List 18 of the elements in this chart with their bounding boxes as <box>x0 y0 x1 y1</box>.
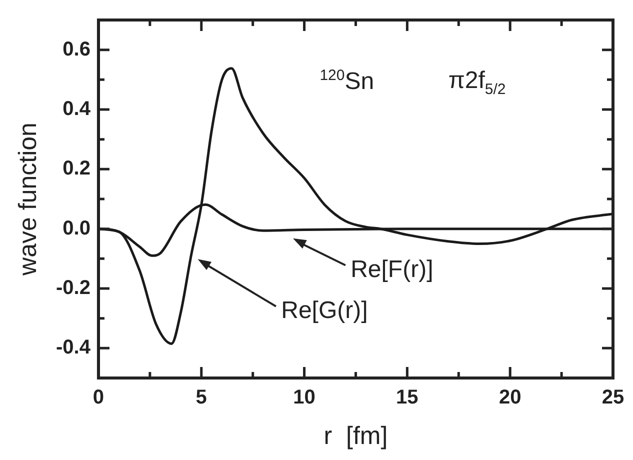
x-tick-label: 10 <box>293 386 316 409</box>
y-tick-label: 0.2 <box>62 158 90 180</box>
annotation: π2f$_{5/2}$ <box>448 66 506 98</box>
x-tick-label: 15 <box>396 386 418 409</box>
annotation: Re[F(r)] <box>350 256 434 284</box>
y-tick-label: -0.4 <box>56 336 92 359</box>
x-tick-label: 25 <box>602 386 624 409</box>
y-axis-title: wave function <box>14 122 42 276</box>
x-tick-label: 20 <box>498 386 522 409</box>
x-axis-title: r [fm] <box>324 422 388 450</box>
y-tick-label: 0.6 <box>62 38 90 60</box>
annotation: $^{120}$Sn <box>320 66 374 96</box>
y-tick-label: 0.4 <box>62 98 92 120</box>
y-tick-label: 0.0 <box>62 217 90 240</box>
y-tick-label: -0.2 <box>56 277 90 300</box>
x-tick-label: 0 <box>92 386 104 409</box>
x-tick-label: 5 <box>196 386 207 409</box>
annotation: Re[G(r)] <box>281 297 368 326</box>
